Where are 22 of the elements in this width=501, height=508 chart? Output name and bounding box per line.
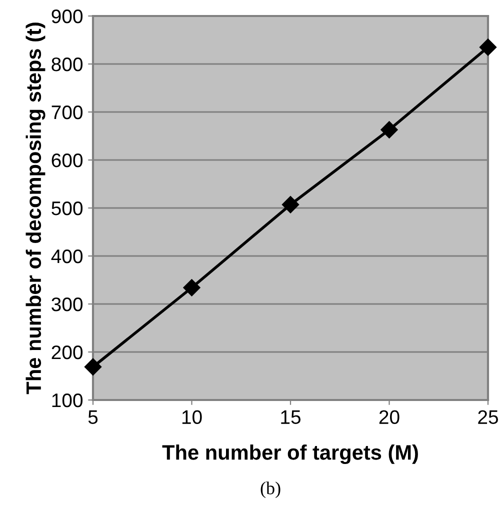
point bbox=[282, 196, 300, 214]
y-tick-label: 900 bbox=[52, 9, 83, 24]
y-tick-label: 300 bbox=[52, 297, 83, 312]
x-tick-label: 10 bbox=[182, 410, 202, 424]
y-tick-label: 400 bbox=[51, 249, 83, 264]
y-tick-label: 600 bbox=[52, 153, 83, 168]
x-tick-label: 15 bbox=[281, 410, 300, 424]
x-tick-label: 20 bbox=[379, 410, 400, 424]
y-tick-label: 100 bbox=[52, 393, 83, 408]
x-tick-label: 25 bbox=[478, 410, 498, 424]
y-tick-label: 500 bbox=[52, 201, 83, 216]
x-tick-label: 5 bbox=[88, 410, 98, 424]
point bbox=[183, 279, 200, 296]
point bbox=[84, 358, 102, 376]
y-tick-label: 800 bbox=[52, 57, 83, 72]
y-tick-label: 700 bbox=[52, 105, 83, 120]
x-axis-title: The number of targets (M) bbox=[162, 444, 418, 464]
text: (b) bbox=[260, 482, 280, 498]
y-tick-label: 200 bbox=[52, 345, 83, 360]
point bbox=[380, 121, 398, 138]
y-axis-title: The number of decomposing steps (t) bbox=[26, 22, 46, 394]
point bbox=[479, 38, 497, 56]
